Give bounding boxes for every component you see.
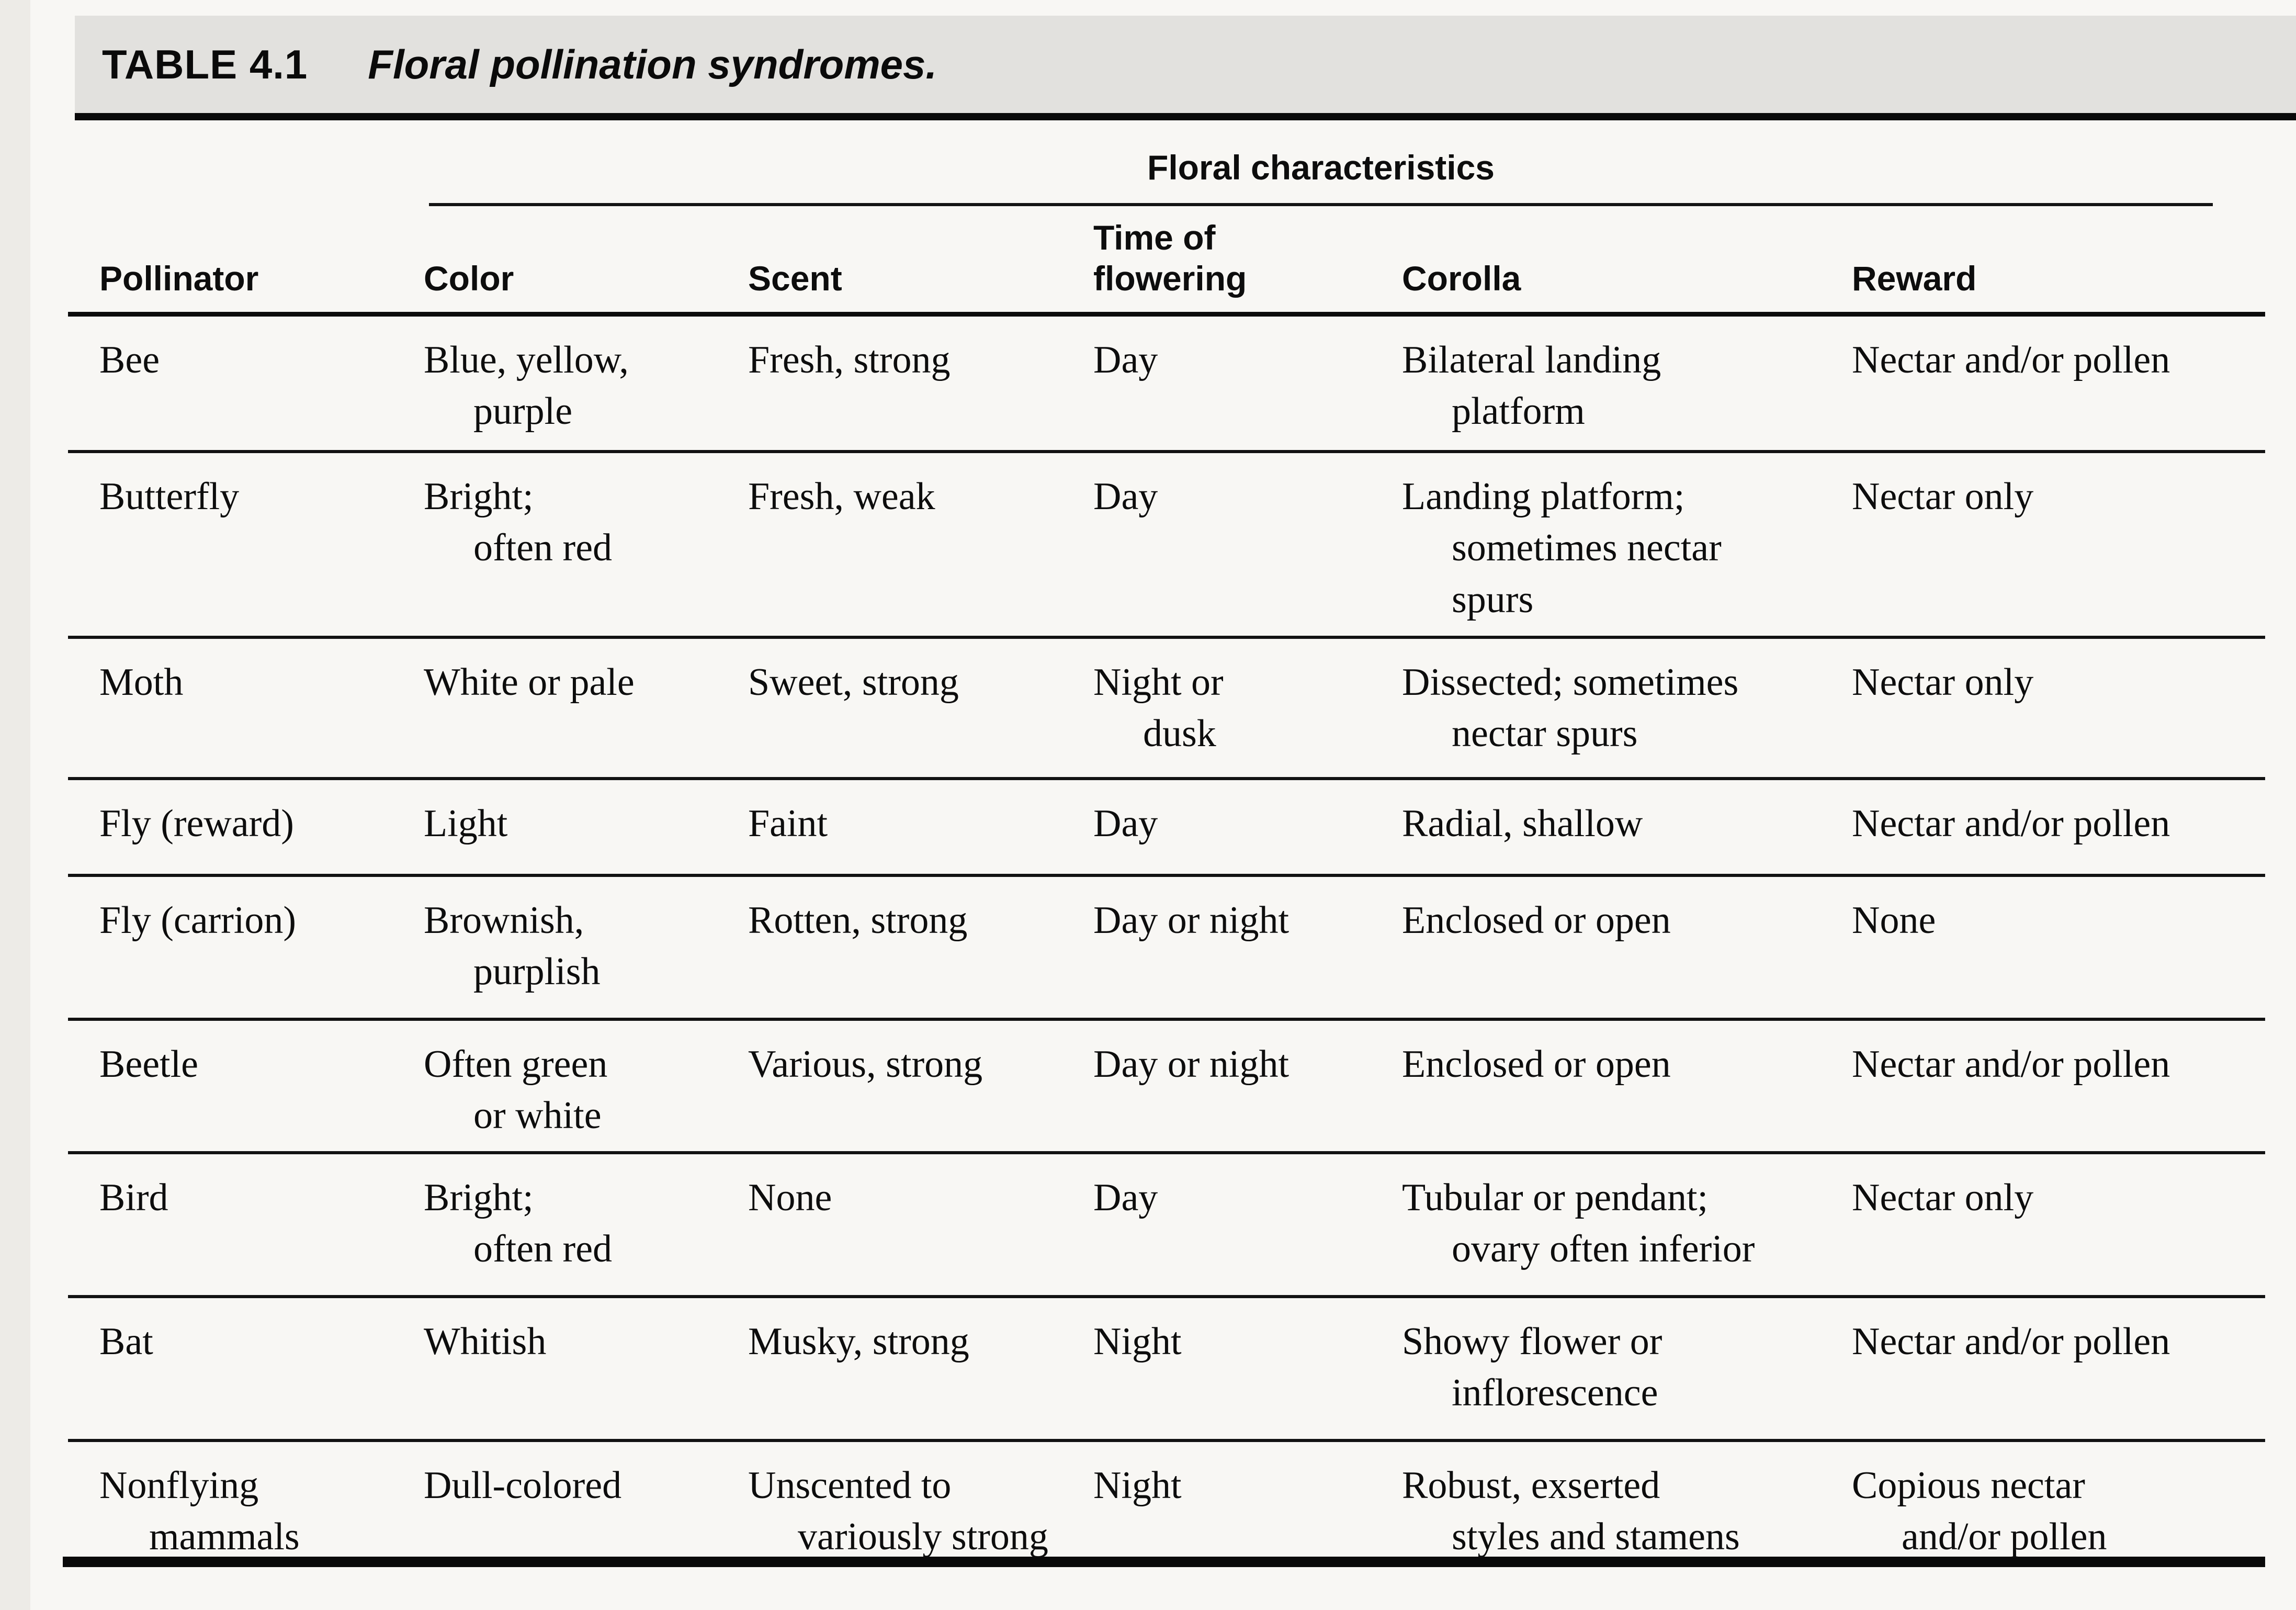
cell-time: Night: [1093, 1320, 1182, 1363]
column-header-color: Color: [424, 259, 514, 298]
table-row-nonflying-mammals: Nonflying mammals Dull-colored Unscented…: [68, 1439, 2265, 1558]
cell-color: White or pale: [424, 661, 635, 704]
cell-scent: Musky, strong: [748, 1320, 969, 1363]
table-header: Floral characteristics Pollinator Color …: [68, 120, 2265, 317]
table-row-bird: Bird Bright; often red None Day Tubular …: [68, 1151, 2265, 1295]
cell-corolla: Landing platform; sometimes nectar spurs: [1402, 475, 1722, 621]
column-header-row: Pollinator Color Scent Time of flowering…: [68, 206, 2265, 312]
cell-corolla: Tubular or pendant; ovary often inferior: [1402, 1176, 1755, 1271]
cell-corolla: Dissected; sometimes nectar spurs: [1402, 661, 1739, 756]
cell-time: Day: [1093, 475, 1158, 518]
cell-pollinator: Fly (reward): [99, 802, 294, 845]
cell-corolla: Showy flower or inflorescence: [1402, 1320, 1662, 1415]
cell-corolla: Enclosed or open: [1402, 1043, 1671, 1086]
cell-scent: Various, strong: [748, 1043, 983, 1086]
cell-reward: Nectar only: [1852, 475, 2034, 518]
table-row-fly-reward: Fly (reward) Light Faint Day Radial, sha…: [68, 777, 2265, 874]
column-header-reward: Reward: [1852, 259, 1977, 298]
column-header-pollinator: Pollinator: [99, 259, 259, 298]
table-caption: Floral pollination syndromes.: [368, 41, 937, 87]
table-title-group: TABLE 4.1 Floral pollination syndromes.: [75, 41, 937, 88]
cell-color: Dull-colored: [424, 1464, 622, 1507]
cell-reward: Nectar only: [1852, 661, 2034, 704]
cell-color: Brownish, purplish: [424, 899, 601, 994]
cell-color: Blue, yellow, purple: [424, 339, 629, 433]
table-row-beetle: Beetle Often green or white Various, str…: [68, 1018, 2265, 1151]
cell-color: Often green or white: [424, 1043, 608, 1138]
cell-scent: Fresh, weak: [748, 475, 935, 518]
cell-pollinator: Nonflying mammals: [99, 1464, 300, 1559]
cell-scent: None: [748, 1176, 832, 1219]
table-row-bat: Bat Whitish Musky, strong Night Showy fl…: [68, 1295, 2265, 1439]
cell-pollinator: Bee: [99, 339, 160, 381]
cell-corolla: Radial, shallow: [1402, 802, 1643, 845]
cell-time: Night: [1093, 1464, 1182, 1507]
cell-scent: Fresh, strong: [748, 339, 951, 381]
cell-pollinator: Bat: [99, 1320, 153, 1363]
cell-time: Day: [1093, 802, 1158, 845]
table-number-label: TABLE 4.1: [102, 41, 308, 87]
table-row-bee: Bee Blue, yellow, purple Fresh, strong D…: [68, 317, 2265, 450]
cell-time: Day: [1093, 339, 1158, 381]
cell-time: Day: [1093, 1176, 1158, 1219]
cell-corolla: Enclosed or open: [1402, 899, 1671, 942]
column-header-time: Time of flowering: [1093, 218, 1247, 298]
pollination-syndromes-table: Floral characteristics Pollinator Color …: [63, 120, 2265, 1567]
cell-color: Bright; often red: [424, 475, 613, 570]
table-title-banner: TABLE 4.1 Floral pollination syndromes.: [75, 16, 2296, 113]
cell-scent: Sweet, strong: [748, 661, 959, 704]
cell-color: Bright; often red: [424, 1176, 613, 1271]
cell-pollinator: Bird: [99, 1176, 168, 1219]
cell-pollinator: Fly (carrion): [99, 899, 297, 942]
cell-time: Night or dusk: [1093, 661, 1224, 756]
table-bottom-rule: [63, 1557, 2265, 1567]
cell-time: Day or night: [1093, 1043, 1290, 1086]
cell-reward: Nectar and/or pollen: [1852, 1320, 2170, 1363]
table-row-butterfly: Butterfly Bright; often red Fresh, weak …: [68, 450, 2265, 636]
cell-reward: Nectar only: [1852, 1176, 2034, 1219]
column-header-corolla: Corolla: [1402, 259, 1521, 298]
cell-corolla: Robust, exserted styles and stamens: [1402, 1464, 1740, 1559]
cell-corolla: Bilateral landing platform: [1402, 339, 1661, 433]
cell-reward: None: [1852, 899, 1936, 942]
cell-scent: Rotten, strong: [748, 899, 968, 942]
cell-scent: Unscented to variously strong: [748, 1464, 1048, 1559]
group-header-label: Floral characteristics: [1147, 148, 1495, 187]
cell-reward: Copious nectar and/or pollen: [1852, 1464, 2107, 1559]
cell-pollinator: Butterfly: [99, 475, 240, 518]
table-row-moth: Moth White or pale Sweet, strong Night o…: [68, 636, 2265, 777]
cell-color: Light: [424, 802, 508, 845]
column-header-scent: Scent: [748, 259, 842, 298]
group-header-rule: Floral characteristics: [429, 120, 2213, 206]
table-top-rule: [75, 113, 2296, 120]
cell-pollinator: Beetle: [99, 1043, 199, 1086]
cell-reward: Nectar and/or pollen: [1852, 802, 2170, 845]
cell-reward: Nectar and/or pollen: [1852, 1043, 2170, 1086]
scan-left-edge-shading: [0, 0, 30, 1610]
table-row-fly-carrion: Fly (carrion) Brownish, purplish Rotten,…: [68, 874, 2265, 1018]
cell-reward: Nectar and/or pollen: [1852, 339, 2170, 381]
cell-color: Whitish: [424, 1320, 547, 1363]
cell-time: Day or night: [1093, 899, 1290, 942]
cell-pollinator: Moth: [99, 661, 184, 704]
cell-scent: Faint: [748, 802, 828, 845]
